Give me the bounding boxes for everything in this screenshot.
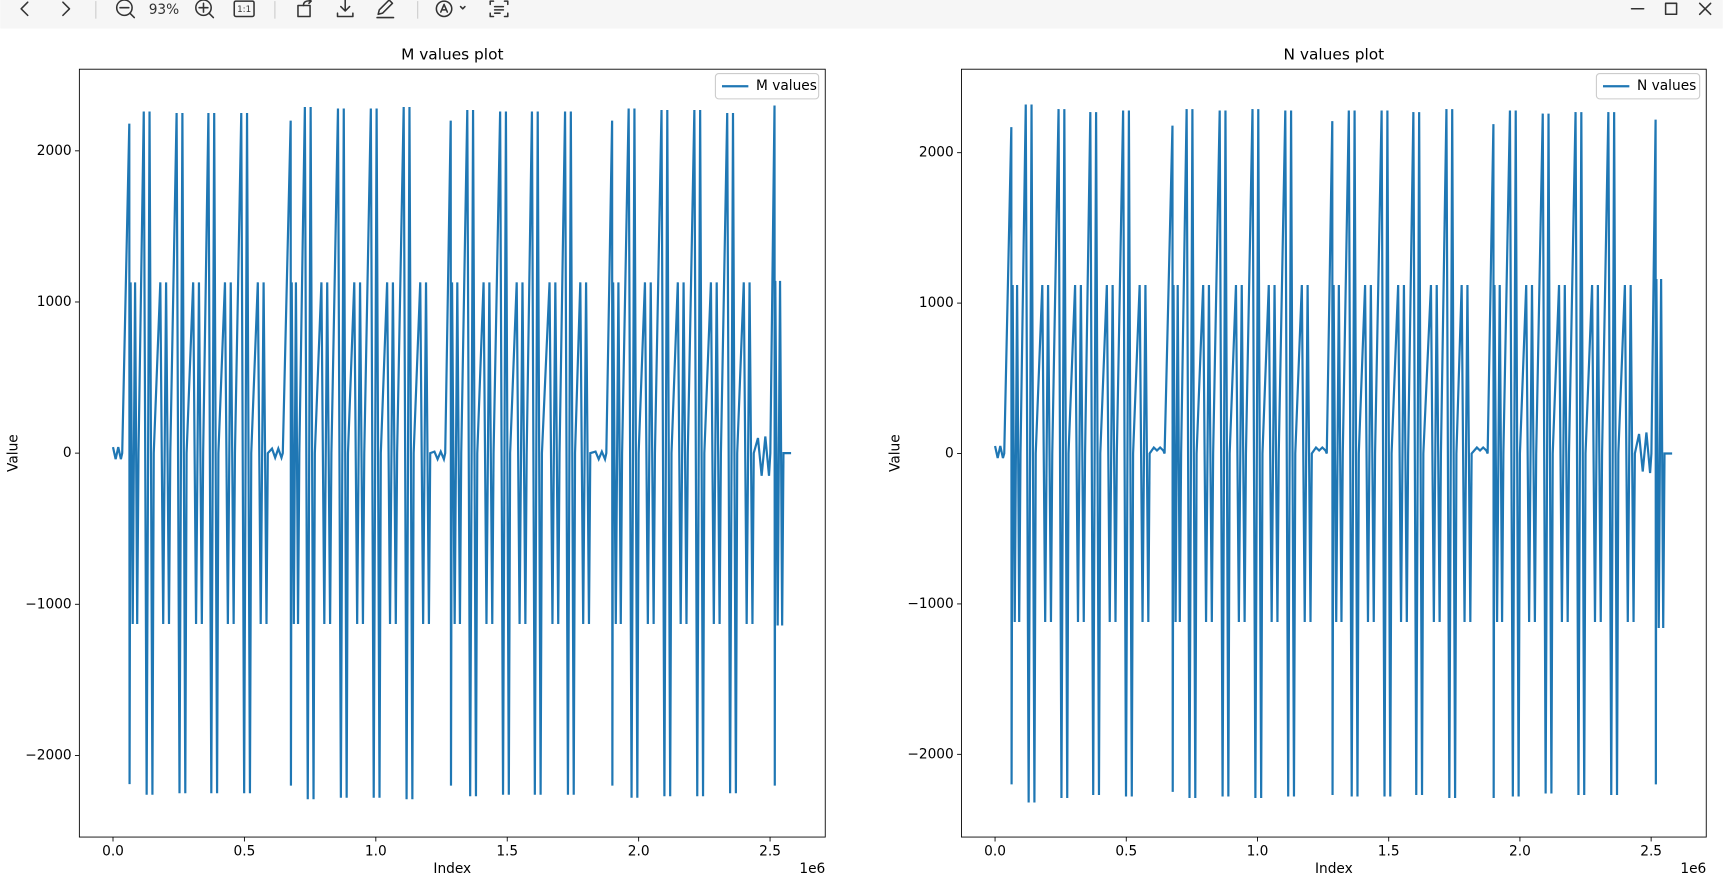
chart: N values plot Index Value 1e6 0.0 0.5 1.0 1.5 2.…	[888, 45, 1707, 877]
y-tick-label: 0	[945, 446, 954, 462]
zoom-out-button[interactable]	[115, 0, 136, 19]
axes-frame	[78, 68, 826, 838]
y-tick-label: 1000	[919, 295, 954, 311]
axes-frame	[961, 68, 1707, 838]
x-tick-label: 1.0	[365, 843, 387, 859]
text-recognition-button[interactable]	[435, 0, 466, 18]
x-tick-label: 2.5	[759, 843, 781, 859]
y-tick-label: 1000	[37, 294, 72, 310]
chart-title: N values plot	[1284, 45, 1385, 63]
y-tick-label: −2000	[25, 747, 71, 763]
zoom-level: 93%	[149, 2, 180, 18]
x-tick-label: 1.0	[1247, 843, 1269, 859]
legend: M values	[714, 73, 820, 100]
y-tick-label: 2000	[37, 143, 72, 159]
y-tick-label: 2000	[919, 145, 954, 161]
legend-box	[714, 73, 820, 100]
toolbar: 93% 1:1	[0, 0, 1723, 29]
edit-button[interactable]	[376, 0, 395, 19]
toolbar-background	[0, 0, 1723, 29]
legend: N values	[1595, 73, 1701, 100]
x-axis-label: Index	[1315, 861, 1353, 877]
x-offset-label: 1e6	[1680, 861, 1706, 877]
x-tick-label: 1.5	[1378, 843, 1400, 859]
y-tick-label: −1000	[907, 596, 953, 612]
x-tick-label: 2.5	[1640, 843, 1662, 859]
x-tick-label: 0.0	[984, 843, 1006, 859]
rotate-button[interactable]	[297, 0, 312, 18]
close-button[interactable]	[1698, 2, 1712, 16]
x-tick-label: 1.5	[496, 843, 518, 859]
charts: M values plot Index Value 1e6 0.0 0.5 1.0 1.5 2.…	[5, 45, 1707, 877]
y-tick-label: −1000	[25, 596, 71, 612]
actual-size-button[interactable]: 1:1	[233, 0, 255, 18]
ocr-button[interactable]	[489, 0, 509, 18]
back-button[interactable]	[20, 1, 29, 17]
x-offset-label: 1e6	[799, 861, 825, 877]
y-tick-label: 0	[63, 445, 72, 461]
x-tick-label: 2.0	[1509, 843, 1531, 859]
forward-button[interactable]	[62, 1, 71, 17]
save-button[interactable]	[336, 0, 354, 18]
y-tick-label: −2000	[907, 746, 953, 762]
x-tick-label: 2.0	[628, 843, 650, 859]
x-tick-label: 0.0	[102, 843, 124, 859]
x-tick-label: 0.5	[234, 843, 256, 859]
actual-size-label: 1:1	[237, 5, 251, 15]
y-axis-label: Value	[888, 434, 904, 472]
x-axis-label: Index	[433, 861, 471, 877]
y-axis-label: Value	[5, 434, 21, 472]
chart: M values plot Index Value 1e6 0.0 0.5 1.0 1.5 2.…	[5, 45, 826, 877]
legend-box	[1595, 73, 1701, 100]
maximize-button[interactable]	[1664, 2, 1678, 16]
legend-label: N values	[1637, 78, 1696, 94]
x-tick-label: 0.5	[1115, 843, 1137, 859]
chart-title: M values plot	[401, 45, 503, 63]
zoom-in-button[interactable]	[195, 0, 215, 19]
legend-label: M values	[756, 78, 817, 94]
